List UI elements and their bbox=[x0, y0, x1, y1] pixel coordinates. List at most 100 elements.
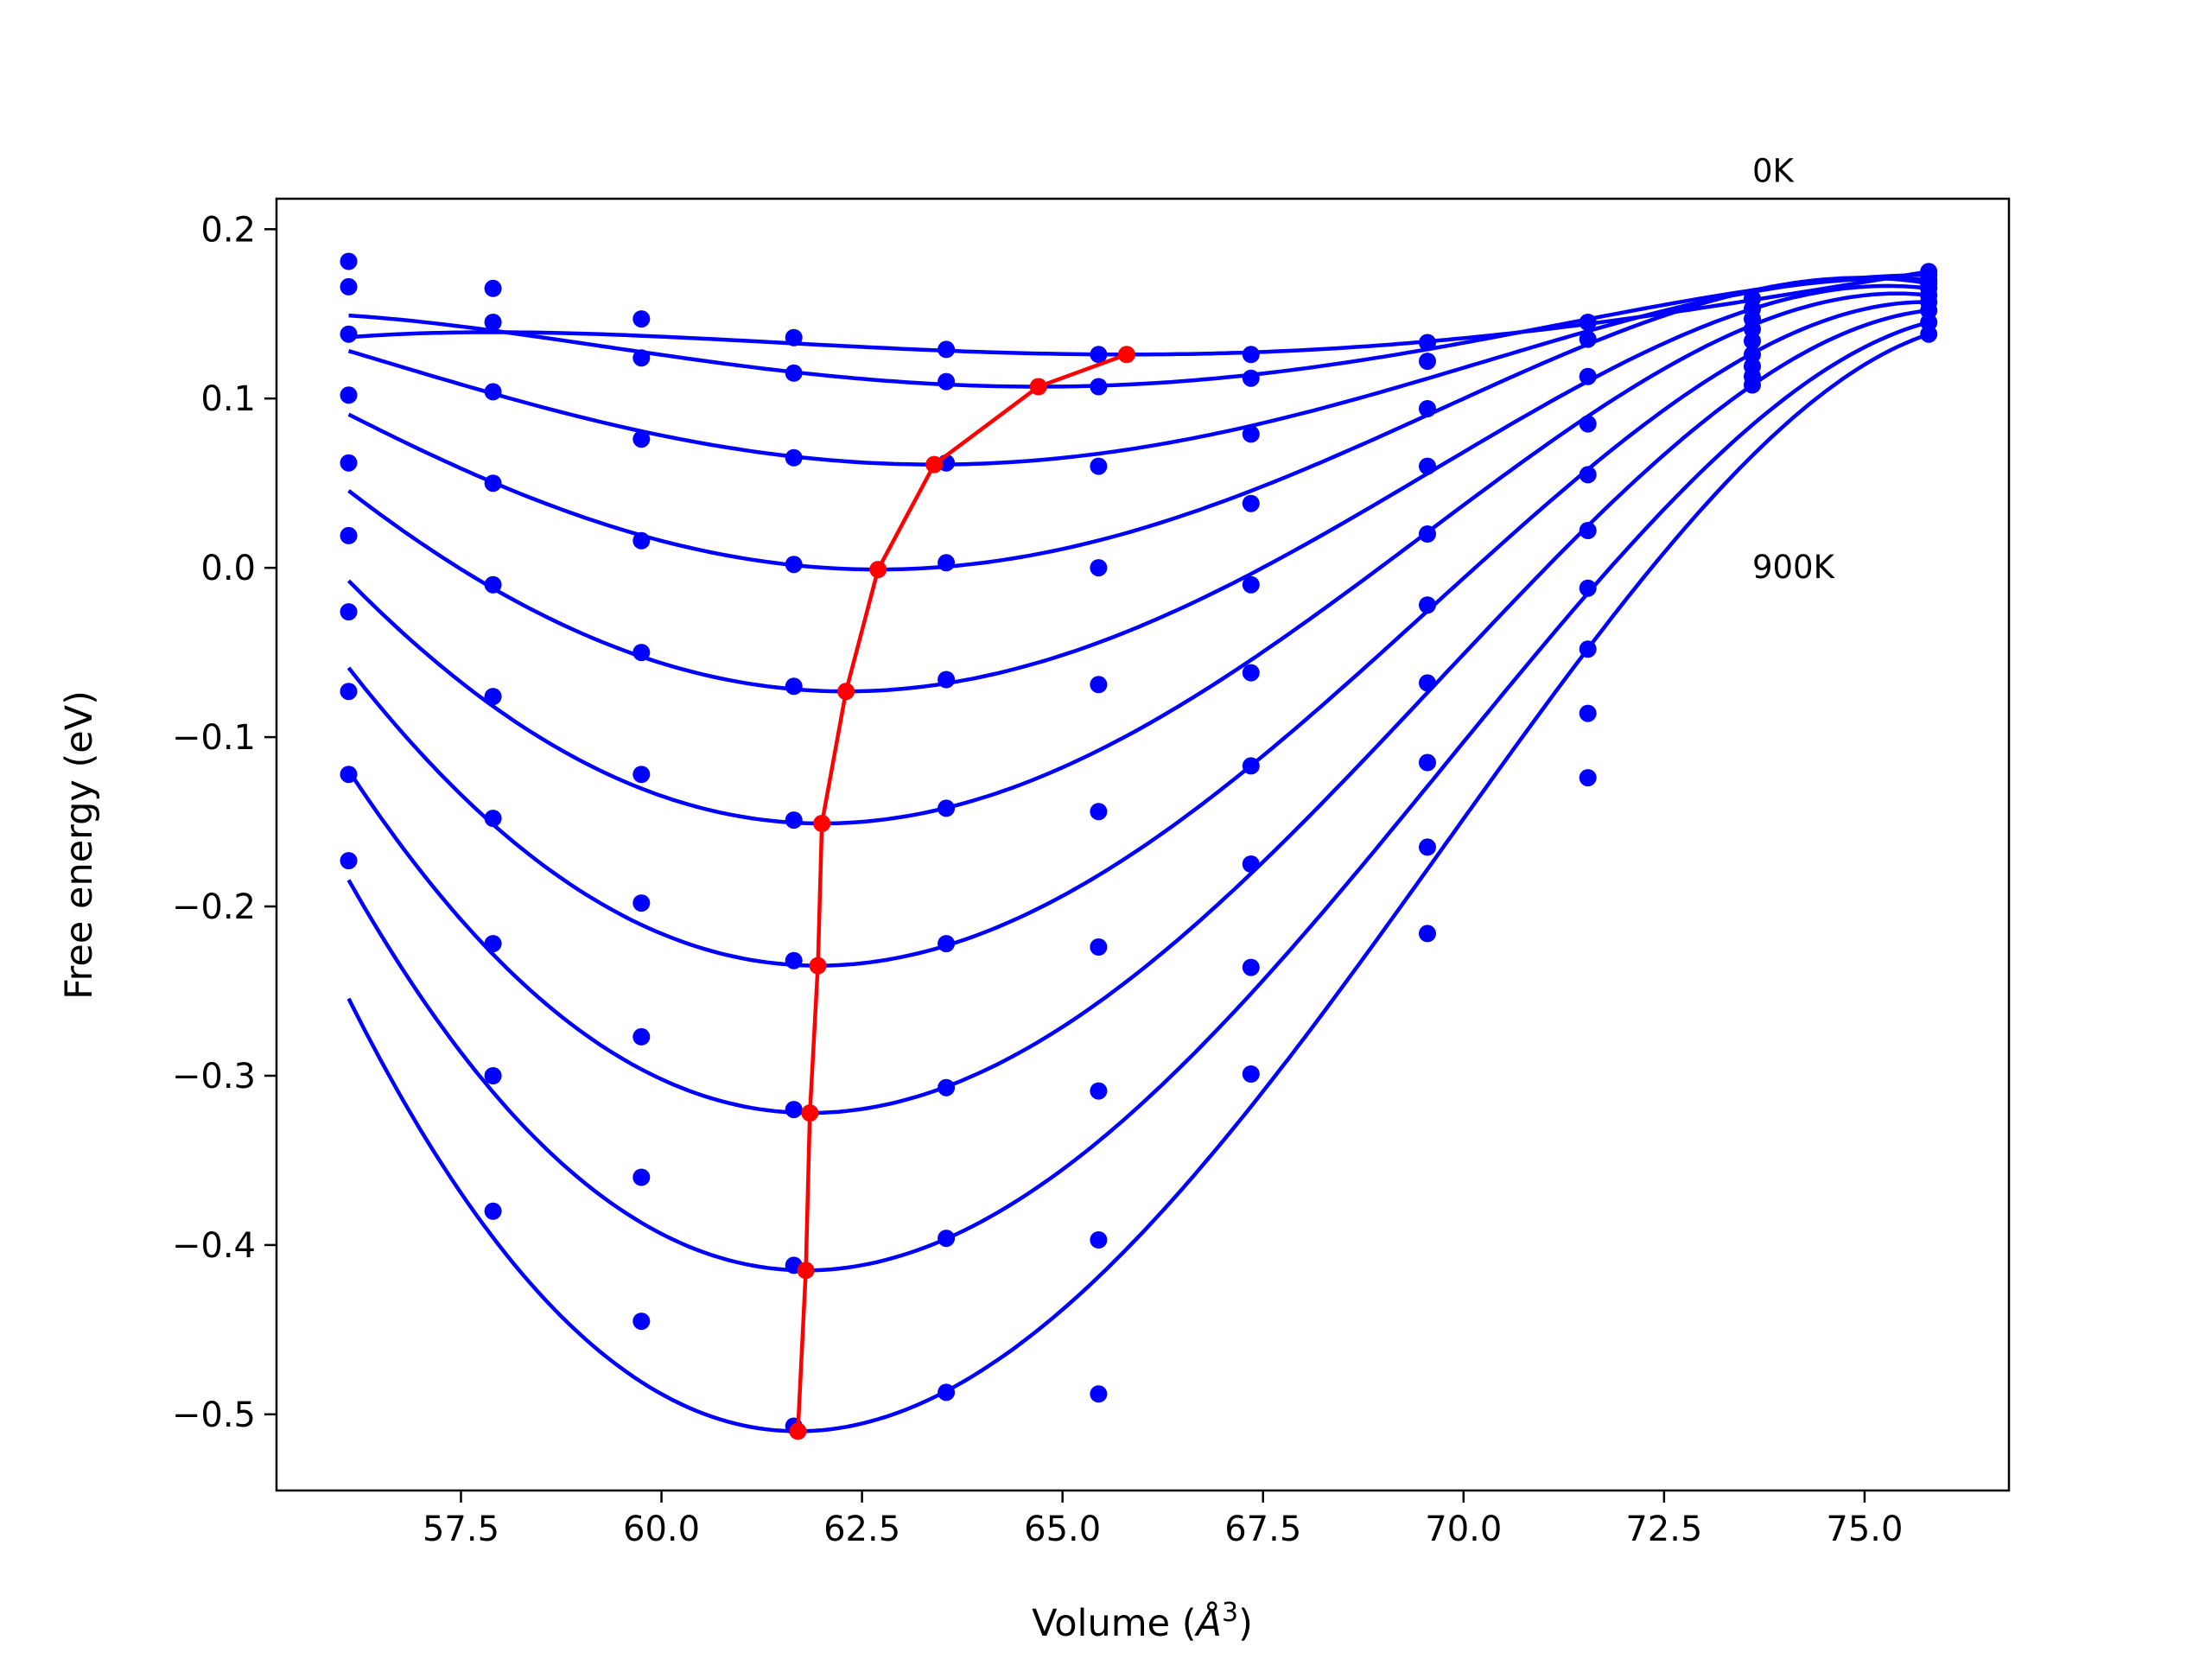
data-point-4-5 bbox=[938, 554, 956, 572]
data-point-10-3 bbox=[632, 1313, 651, 1331]
data-point-10-5 bbox=[938, 1383, 956, 1402]
data-point-3-7 bbox=[1242, 425, 1260, 443]
x-axis-ticks: 57.5 60.0 62.5 65.0 67.5 70.0 72.5 75.0 bbox=[423, 1491, 1903, 1549]
data-point-5-9 bbox=[1579, 466, 1597, 484]
data-point-5-3 bbox=[632, 644, 651, 662]
x-tick-label: 67.5 bbox=[1224, 1510, 1301, 1549]
data-point-5-4 bbox=[785, 677, 803, 696]
fit-curve-8 bbox=[346, 308, 1929, 1116]
data-point-8-8 bbox=[1419, 753, 1436, 772]
data-point-3-3 bbox=[632, 430, 651, 448]
data-point-1-7 bbox=[1242, 346, 1260, 364]
data-point-7-2 bbox=[484, 810, 502, 828]
fit-curve-10 bbox=[346, 332, 1929, 1433]
data-point-1-2 bbox=[484, 279, 502, 297]
data-point-4-4 bbox=[785, 556, 803, 574]
data-point-8-9 bbox=[1579, 640, 1597, 658]
data-point-3-1 bbox=[340, 325, 358, 343]
data-point-6-5 bbox=[938, 799, 956, 817]
data-point-8-3 bbox=[632, 1027, 651, 1046]
data-point-7-9 bbox=[1579, 579, 1597, 597]
data-point-2-3 bbox=[632, 349, 651, 367]
data-point-1-6 bbox=[1090, 346, 1108, 364]
x-tick-label: 65.0 bbox=[1024, 1510, 1101, 1549]
data-point-6-6 bbox=[1090, 803, 1108, 821]
data-point-5-2 bbox=[484, 575, 502, 594]
data-point-6-9 bbox=[1579, 522, 1597, 539]
data-point-2-6 bbox=[1090, 378, 1108, 396]
minimum-point-2 bbox=[1029, 378, 1047, 396]
data-point-2-2 bbox=[484, 314, 502, 331]
data-point-7-6 bbox=[1090, 938, 1108, 956]
data-point-2-7 bbox=[1242, 369, 1260, 387]
data-point-8-1 bbox=[340, 683, 358, 701]
y-tick-label: 0.0 bbox=[200, 549, 256, 588]
data-point-7-5 bbox=[938, 935, 956, 953]
data-point-7-7 bbox=[1242, 757, 1260, 775]
data-point-5-1 bbox=[340, 454, 358, 472]
minimum-path-line bbox=[796, 353, 1128, 1432]
data-point-1-1 bbox=[340, 252, 358, 270]
data-point-9-1 bbox=[340, 766, 358, 784]
data-point-10-9 bbox=[1579, 769, 1597, 787]
data-point-4-2 bbox=[484, 474, 502, 493]
data-point-4-9 bbox=[1579, 415, 1597, 433]
minimum-point-1 bbox=[1117, 346, 1135, 364]
data-point-5-8 bbox=[1419, 525, 1436, 543]
data-point-9-5 bbox=[938, 1230, 956, 1248]
fit-curve-6 bbox=[346, 291, 1929, 826]
data-point-6-4 bbox=[785, 811, 803, 830]
data-point-9-2 bbox=[484, 1067, 502, 1084]
data-point-4-3 bbox=[632, 531, 651, 550]
data-point-9-9 bbox=[1579, 704, 1597, 722]
data-point-1-3 bbox=[632, 310, 651, 328]
y-axis-ticks: 0.2 0.1 0.0 −0.1 −0.2 −0.3 −0.4 −0.5 bbox=[172, 210, 276, 1435]
x-tick-label: 60.0 bbox=[623, 1510, 700, 1549]
data-point-8-4 bbox=[785, 1101, 803, 1119]
data-point-4-10 bbox=[1744, 320, 1761, 338]
data-points bbox=[340, 252, 1938, 1435]
data-point-2-8 bbox=[1419, 353, 1436, 371]
data-point-9-6 bbox=[1090, 1231, 1108, 1249]
x-tick-label: 70.0 bbox=[1425, 1510, 1502, 1549]
y-tick-label: −0.2 bbox=[172, 887, 256, 927]
data-point-4-7 bbox=[1242, 494, 1260, 512]
data-point-10-6 bbox=[1090, 1385, 1108, 1403]
data-point-7-1 bbox=[340, 603, 358, 621]
y-tick-label: −0.4 bbox=[172, 1226, 256, 1266]
data-point-1-9 bbox=[1579, 314, 1597, 331]
y-tick-label: 0.2 bbox=[200, 210, 256, 250]
data-point-2-5 bbox=[938, 372, 956, 391]
data-point-6-3 bbox=[632, 766, 651, 784]
data-point-9-11 bbox=[1920, 314, 1938, 331]
x-axis-label: Volume (Å3) bbox=[1032, 1598, 1253, 1646]
annotation-1: 0K bbox=[1752, 152, 1796, 189]
data-point-8-5 bbox=[938, 1078, 956, 1096]
minimum-point-10 bbox=[789, 1422, 807, 1440]
data-point-6-8 bbox=[1419, 596, 1436, 614]
temperature-annotations: 0K 900K bbox=[1752, 152, 1836, 585]
data-point-3-8 bbox=[1419, 400, 1436, 417]
fit-curve-2 bbox=[348, 272, 1929, 389]
data-point-9-7 bbox=[1242, 958, 1260, 976]
data-point-8-2 bbox=[484, 935, 502, 953]
data-point-3-9 bbox=[1579, 367, 1597, 385]
data-point-2-4 bbox=[785, 364, 803, 382]
plot-frame bbox=[275, 197, 2011, 1492]
data-point-2-9 bbox=[1579, 330, 1597, 348]
data-point-2-1 bbox=[340, 277, 358, 296]
fit-curve-3 bbox=[347, 276, 1929, 467]
minimum-point-3 bbox=[925, 455, 944, 474]
fit-curves bbox=[346, 270, 1929, 1433]
minimum-point-4 bbox=[869, 561, 887, 579]
x-tick-label: 75.0 bbox=[1826, 1510, 1903, 1549]
data-point-10-1 bbox=[340, 852, 358, 870]
data-point-10-8 bbox=[1419, 925, 1436, 943]
data-point-10-2 bbox=[484, 1202, 502, 1220]
minimum-point-7 bbox=[809, 957, 827, 975]
fit-curve-7 bbox=[346, 300, 1929, 968]
data-point-1-5 bbox=[938, 340, 956, 359]
data-point-10-11 bbox=[1920, 325, 1938, 343]
y-tick-label: −0.1 bbox=[172, 718, 256, 758]
data-point-8-11 bbox=[1920, 302, 1938, 320]
